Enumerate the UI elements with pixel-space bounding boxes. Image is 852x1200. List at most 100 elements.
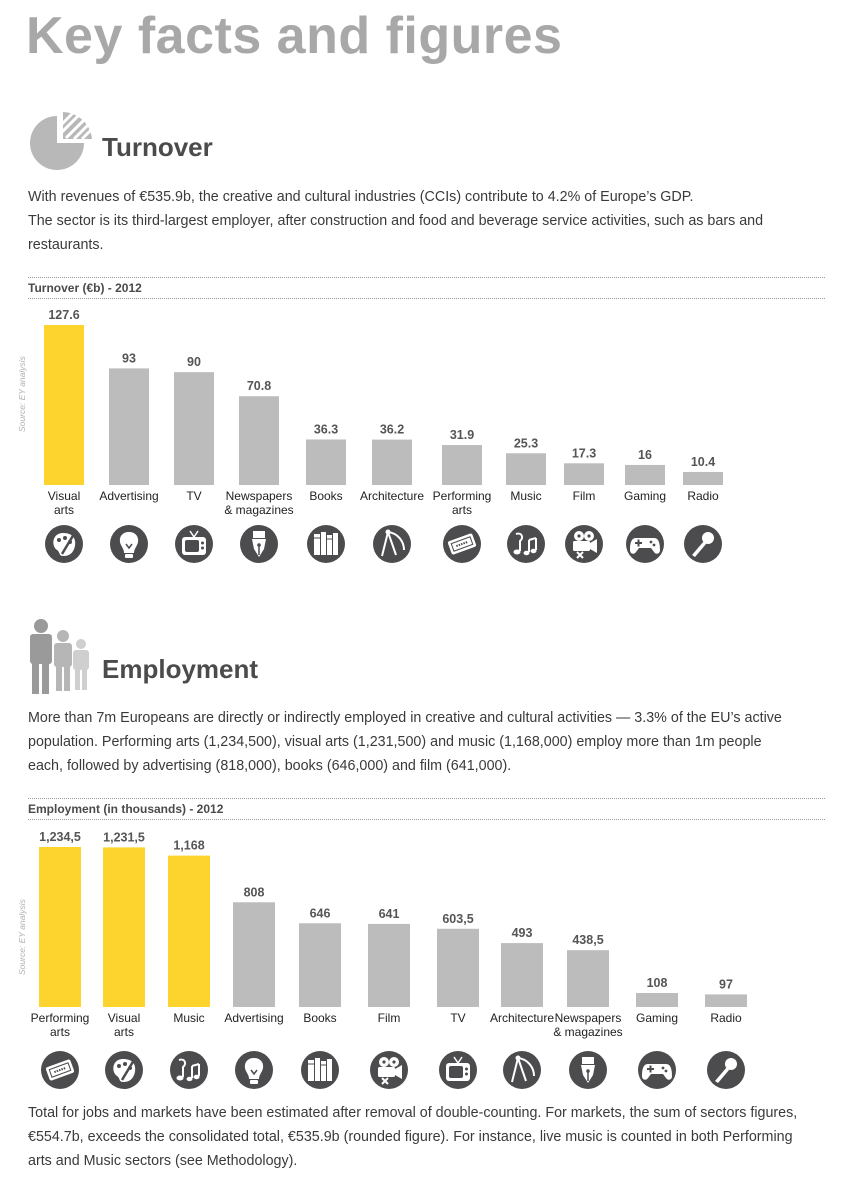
- employment-paragraph: More than 7m Europeans are directly or i…: [28, 706, 828, 778]
- category-label: Music: [510, 489, 541, 503]
- category-label: Film: [378, 1011, 401, 1025]
- ticket-icon: [443, 525, 481, 563]
- bar-value-label: 10.4: [691, 455, 715, 469]
- bar-books: [299, 923, 341, 1007]
- palette-icon: [105, 1051, 143, 1089]
- bar-value-label: 17.3: [572, 446, 596, 460]
- category-label: Architecture: [360, 489, 424, 503]
- pie-chart-icon: [30, 110, 96, 170]
- turnover-paragraph: With revenues of €535.9b, the creative a…: [28, 185, 828, 257]
- footer-line1: Total for jobs and markets have been est…: [28, 1105, 798, 1121]
- pen-nib-icon: [240, 525, 278, 563]
- bar-performing-arts: [442, 445, 482, 485]
- microphone-icon: [707, 1051, 745, 1089]
- gamepad-icon: [638, 1051, 676, 1089]
- lightbulb-icon: [110, 525, 148, 563]
- books-icon: [301, 1051, 339, 1089]
- employment-heading: Employment: [102, 654, 259, 684]
- category-label: Books: [309, 489, 342, 503]
- bar-advertising: [233, 902, 275, 1007]
- category-label: Newspapers: [226, 489, 293, 503]
- people-icon: [30, 619, 89, 694]
- category-label: Advertising: [99, 489, 158, 503]
- bar-value-label: 70.8: [247, 379, 271, 393]
- bar-value-label: 97: [719, 977, 733, 991]
- footer-line3: arts and Music sectors (see Methodology)…: [28, 1153, 298, 1169]
- category-label: Radio: [710, 1011, 742, 1025]
- bar-music: [506, 453, 546, 485]
- turnover-chart-header: Turnover (€b) - 2012: [28, 277, 825, 299]
- turnover-chart-title: Turnover (€b) - 2012: [28, 281, 142, 295]
- bar-radio: [705, 994, 747, 1007]
- tv-icon: [439, 1051, 477, 1089]
- employment-text-line2: population. Performing arts (1,234,500),…: [28, 734, 762, 750]
- bar-gaming: [625, 464, 665, 485]
- microphone-icon: [684, 525, 722, 563]
- page-title: Key facts and figures: [26, 7, 563, 65]
- bar-architecture: [372, 439, 412, 485]
- turnover-bar-chart: 127.6Visualarts93Advertising90TV70.8News…: [44, 308, 723, 563]
- bar-visual-arts: [103, 847, 145, 1007]
- film-camera-icon: [370, 1051, 408, 1089]
- bar-value-label: 108: [647, 976, 668, 990]
- lightbulb-icon: [235, 1051, 273, 1089]
- category-label: Books: [303, 1011, 336, 1025]
- category-label: Gaming: [624, 489, 666, 503]
- bar-tv: [174, 372, 214, 485]
- category-label: TV: [450, 1011, 465, 1025]
- palette-icon: [45, 525, 83, 563]
- turnover-heading: Turnover: [102, 132, 213, 162]
- bar-value-label: 25.3: [514, 436, 538, 450]
- bar-film: [368, 923, 410, 1007]
- bar-value-label: 93: [122, 351, 136, 365]
- bar-value-label: 493: [512, 926, 533, 940]
- category-label: Performing: [31, 1011, 90, 1025]
- bar-value-label: 16: [638, 448, 652, 462]
- bar-advertising: [109, 368, 149, 485]
- footer-line2: €554.7b, exceeds the consolidated total,…: [28, 1129, 793, 1145]
- bar-value-label: 603,5: [442, 912, 473, 926]
- footer-note: Total for jobs and markets have been est…: [28, 1101, 828, 1173]
- turnover-text-line3: restaurants.: [28, 237, 104, 253]
- category-label: arts: [50, 1025, 70, 1039]
- bar-value-label: 1,234,5: [39, 830, 81, 844]
- compass-icon: [373, 525, 411, 563]
- bar-newspapers-magazines: [567, 950, 609, 1007]
- bar-value-label: 641: [379, 907, 400, 921]
- bar-performing-arts: [39, 847, 81, 1007]
- bar-value-label: 646: [310, 906, 331, 920]
- bar-value-label: 1,168: [173, 839, 204, 853]
- bar-gaming: [636, 993, 678, 1007]
- bar-value-label: 127.6: [48, 308, 79, 322]
- category-label: arts: [114, 1025, 134, 1039]
- category-label: & magazines: [224, 503, 293, 517]
- employment-text-line3: each, followed by advertising (818,000),…: [28, 758, 512, 774]
- category-label: Radio: [687, 489, 719, 503]
- bar-value-label: 31.9: [450, 428, 474, 442]
- category-label: Visual: [108, 1011, 140, 1025]
- category-label: Newspapers: [555, 1011, 622, 1025]
- category-label: Visual: [48, 489, 80, 503]
- bar-value-label: 808: [244, 885, 265, 899]
- bar-music: [168, 855, 210, 1007]
- employment-text-line1: More than 7m Europeans are directly or i…: [28, 710, 782, 726]
- category-label: & magazines: [553, 1025, 622, 1039]
- bar-value-label: 1,231,5: [103, 830, 145, 844]
- film-camera-icon: [565, 525, 603, 563]
- ticket-icon: [41, 1051, 79, 1089]
- turnover-text-line1: With revenues of €535.9b, the creative a…: [28, 189, 694, 205]
- employment-bar-chart: 1,234,5Performingarts1,231,5Visualarts1,…: [31, 830, 747, 1089]
- bar-value-label: 36.3: [314, 422, 338, 436]
- books-icon: [307, 525, 345, 563]
- bar-value-label: 36.2: [380, 423, 404, 437]
- category-label: Film: [573, 489, 596, 503]
- bar-architecture: [501, 943, 543, 1007]
- music-note-icon: [170, 1051, 208, 1089]
- category-label: arts: [54, 503, 74, 517]
- compass-icon: [503, 1051, 541, 1089]
- category-label: Advertising: [224, 1011, 283, 1025]
- category-label: Gaming: [636, 1011, 678, 1025]
- category-label: arts: [452, 503, 472, 517]
- bar-newspapers-magazines: [239, 396, 279, 485]
- pen-nib-icon: [569, 1051, 607, 1089]
